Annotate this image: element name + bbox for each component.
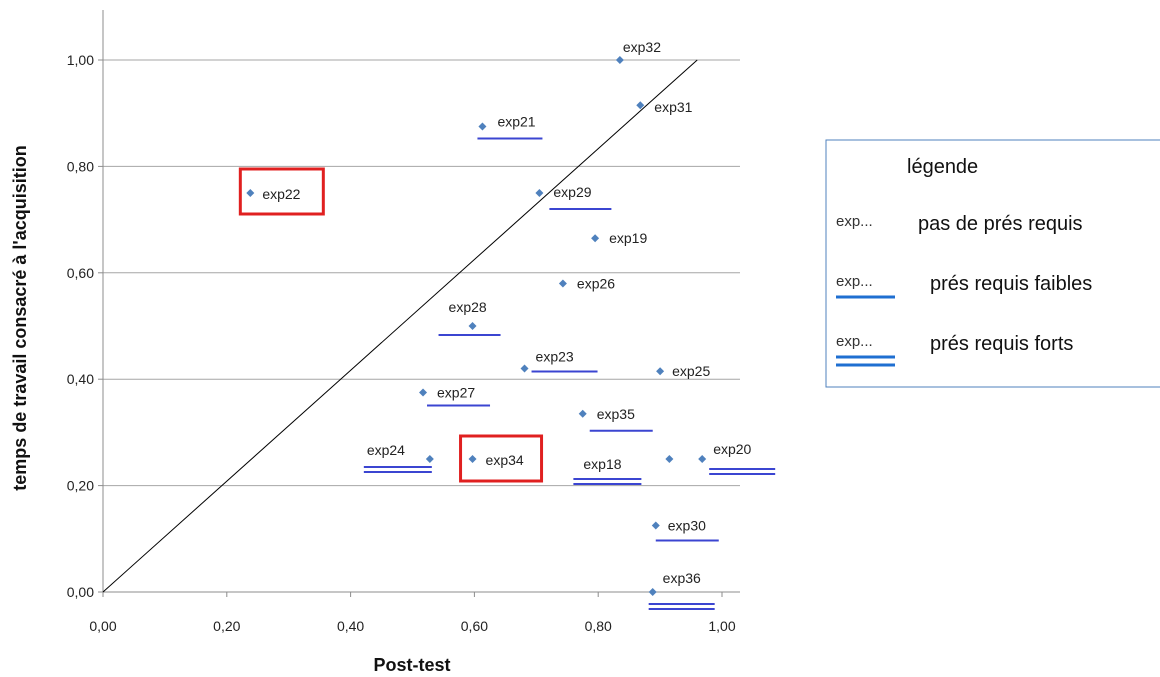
point-marker [665, 455, 674, 463]
point-marker [615, 56, 624, 64]
legend-label: prés requis faibles [930, 273, 1092, 295]
legend-label: prés requis forts [930, 333, 1073, 355]
point-label: exp25 [672, 363, 710, 379]
y-tick-label: 1,00 [67, 52, 94, 68]
x-tick-label: 0,80 [585, 618, 612, 634]
point-marker [591, 234, 600, 243]
points: exp32 exp31 exp21 exp22 exp29 exp19 exp26 exp28… [238, 39, 776, 610]
point-marker [578, 409, 587, 418]
legend-label: pas de prés requis [918, 213, 1083, 235]
point-label: exp30 [668, 518, 706, 534]
point-label: exp23 [536, 349, 574, 365]
x-ticks: 0,00 0,20 0,40 0,60 0,80 1,00 [89, 592, 736, 634]
point-label: exp19 [609, 230, 647, 246]
data-point: exp36 [648, 570, 715, 610]
point-marker [698, 455, 707, 463]
data-point: exp32 [615, 39, 661, 64]
y-tick-label: 0,80 [67, 158, 94, 174]
point-marker [425, 455, 434, 463]
point-marker [558, 279, 567, 288]
x-axis-title: Post-test [373, 655, 450, 675]
point-label: exp34 [486, 452, 524, 468]
y-axis-title: temps de travail consacré à l'acquisitio… [10, 145, 30, 490]
x-tick-label: 0,40 [337, 618, 364, 634]
legend-sample: exp... [836, 273, 873, 290]
point-marker [468, 455, 477, 463]
diagonal-line [102, 59, 698, 593]
y-ticks: 0,00 0,20 0,40 0,60 0,80 1,00 [67, 52, 103, 600]
point-marker [651, 521, 660, 530]
data-point: exp22 [238, 167, 325, 216]
y-tick-label: 0,60 [67, 265, 94, 281]
legend: légende exp... pas de prés requis exp... pr… [825, 139, 1160, 388]
point-marker [468, 322, 477, 330]
data-point: exp18 [573, 455, 674, 485]
point-label: exp21 [497, 114, 535, 130]
x-tick-label: 0,20 [213, 618, 240, 634]
data-point: exp29 [535, 184, 612, 210]
data-point: exp20 [698, 441, 776, 475]
data-point: exp30 [651, 518, 719, 542]
data-point: exp24 [363, 442, 434, 473]
point-marker [656, 367, 665, 376]
legend-sample: exp... [836, 333, 873, 350]
y-tick-label: 0,40 [67, 371, 94, 387]
data-point: exp34 [459, 434, 544, 483]
point-marker [648, 588, 657, 596]
x-tick-label: 0,00 [89, 618, 116, 634]
data-point: exp26 [558, 275, 615, 291]
legend-sample: exp... [836, 213, 873, 230]
point-marker [520, 364, 529, 373]
x-tick-label: 0,60 [461, 618, 488, 634]
point-label: exp18 [583, 456, 621, 472]
point-marker [478, 122, 487, 131]
x-tick-label: 1,00 [708, 618, 735, 634]
data-point: exp35 [578, 406, 653, 432]
point-label: exp35 [597, 406, 635, 422]
point-marker [636, 101, 645, 110]
point-marker [535, 189, 544, 197]
point-label: exp28 [449, 299, 487, 315]
point-label: exp24 [367, 442, 405, 458]
gridlines [103, 59, 740, 487]
data-point: exp31 [636, 99, 693, 115]
highlight-box [238, 167, 325, 216]
point-marker [246, 189, 255, 197]
legend-entries: exp... pas de prés requis exp... prés requi… [836, 213, 1092, 367]
legend-entry: exp... prés requis faibles [836, 273, 1092, 299]
legend-box [825, 139, 1160, 388]
data-point: exp21 [477, 114, 543, 140]
data-point: exp27 [419, 385, 491, 407]
data-point: exp19 [591, 230, 647, 246]
point-label: exp31 [654, 99, 692, 115]
legend-entry: exp... prés requis forts [836, 333, 1073, 367]
point-label: exp36 [663, 570, 701, 586]
data-point: exp28 [438, 299, 501, 336]
y-tick-label: 0,00 [67, 584, 94, 600]
legend-entry: exp... pas de prés requis [836, 213, 1083, 235]
y-tick-label: 0,20 [67, 478, 94, 494]
legend-title: légende [907, 156, 978, 178]
point-marker [419, 388, 428, 397]
point-label: exp20 [713, 441, 751, 457]
data-point: exp25 [656, 363, 710, 379]
point-label: exp26 [577, 275, 615, 291]
point-label: exp22 [262, 186, 300, 202]
point-label: exp32 [623, 39, 661, 55]
data-point: exp23 [520, 349, 598, 373]
highlight-box [459, 434, 544, 483]
point-label: exp29 [553, 184, 591, 200]
point-label: exp27 [437, 385, 475, 401]
